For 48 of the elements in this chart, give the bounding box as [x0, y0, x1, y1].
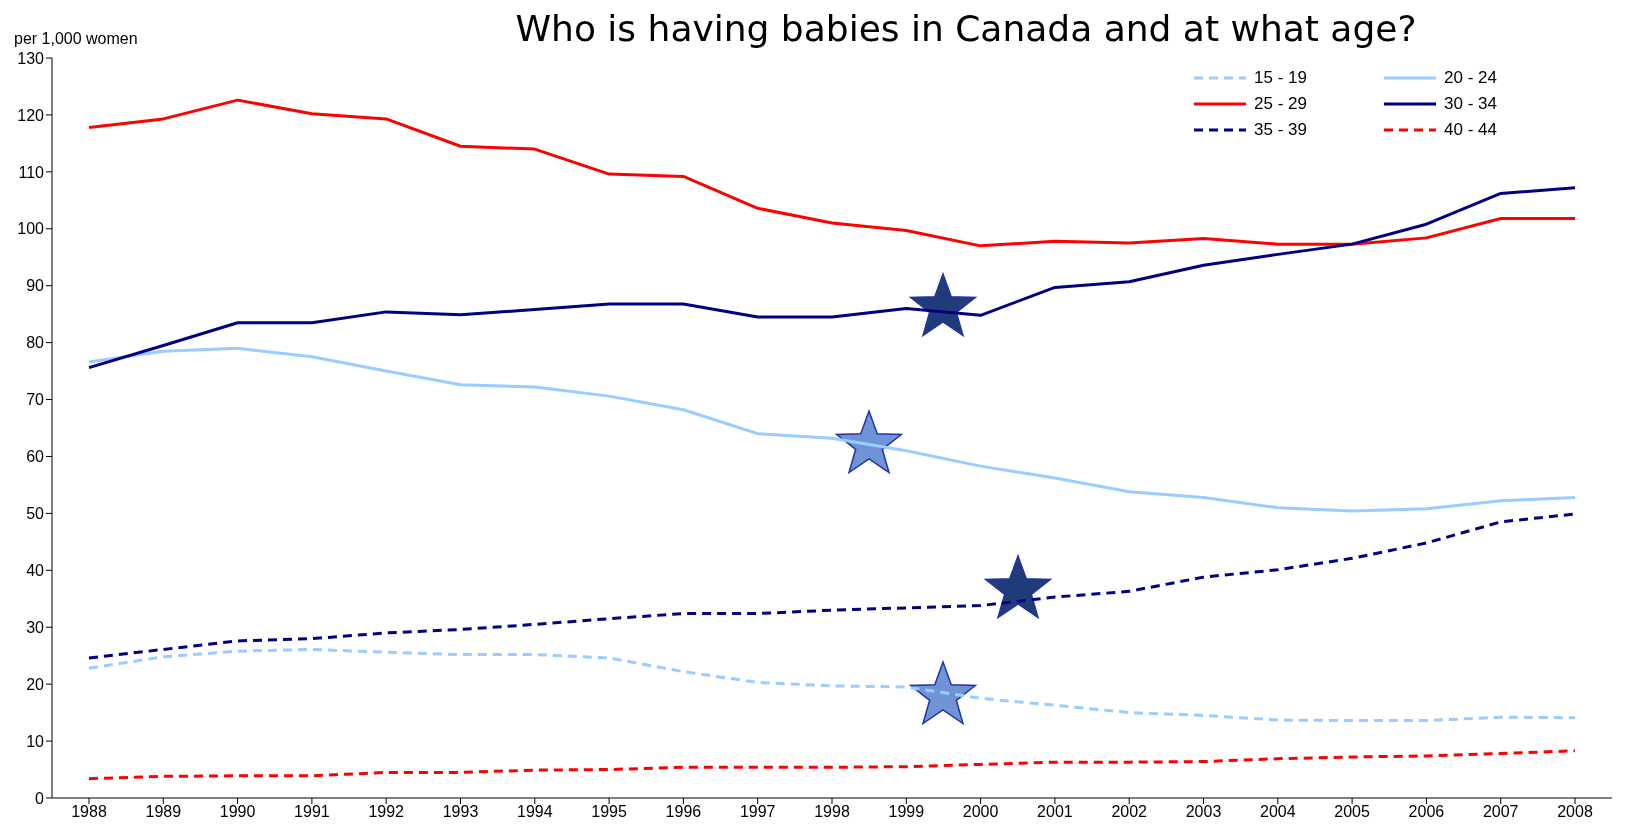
x-tick-label: 2000: [962, 803, 999, 821]
x-tick-label: 1999: [888, 803, 925, 821]
legend-label: 40 - 44: [1444, 120, 1497, 140]
legend-label: 15 - 19: [1254, 68, 1307, 88]
x-tick-label: 1991: [294, 803, 330, 821]
y-tick-label: 130: [17, 49, 45, 67]
y-tick-label: 30: [26, 618, 45, 636]
x-tick-label: 2003: [1185, 803, 1222, 821]
x-tick-label: 2007: [1482, 803, 1519, 821]
y-tick-label: 60: [26, 448, 45, 466]
y-tick-label: 110: [18, 163, 45, 181]
chart-title: Who is having babies in Canada and at what age?: [514, 8, 1418, 49]
line-series: [87, 647, 1577, 723]
x-tick-label: 1998: [814, 803, 850, 821]
y-tick-label: 120: [17, 106, 45, 124]
legend-label: 30 - 34: [1444, 94, 1497, 114]
x-tick-label: 1988: [71, 803, 107, 821]
x-tick-label: 1993: [442, 803, 479, 821]
line-series: [87, 346, 1577, 513]
x-tick-label: 2002: [1111, 803, 1148, 821]
y-tick-label: 20: [26, 675, 45, 693]
y-tick-label: 10: [26, 732, 45, 750]
y-tick-label: 90: [26, 277, 45, 295]
x-tick-label: 1995: [591, 803, 627, 821]
y-tick-label: 0: [35, 789, 45, 807]
x-tick-label: 1992: [368, 803, 405, 821]
x-tick-label: 2005: [1334, 803, 1370, 821]
line-series: [87, 98, 1577, 248]
line-series: [87, 186, 1577, 370]
y-tick-label: 80: [26, 334, 45, 352]
line-series: [87, 749, 1577, 781]
legend-label: 35 - 39: [1254, 120, 1307, 140]
x-tick-label: 2001: [1037, 803, 1073, 821]
x-tick-label: 1994: [517, 803, 553, 821]
y-tick-label: 50: [26, 505, 45, 523]
x-tick-label: 2008: [1557, 803, 1593, 821]
x-tick-label: 1997: [739, 803, 776, 821]
x-tick-label: 2006: [1408, 803, 1445, 821]
y-axis-title: per 1,000 women: [14, 30, 138, 48]
x-tick-label: 1990: [219, 803, 256, 821]
x-tick-label: 2004: [1260, 803, 1296, 821]
legend-label: 25 - 29: [1254, 94, 1307, 114]
x-tick-label: 1996: [665, 803, 702, 821]
y-tick-label: 70: [26, 391, 45, 409]
legend-label: 20 - 24: [1444, 68, 1497, 88]
y-tick-label: 40: [26, 561, 45, 579]
y-tick-label: 100: [17, 220, 45, 238]
x-tick-label: 1989: [145, 803, 182, 821]
